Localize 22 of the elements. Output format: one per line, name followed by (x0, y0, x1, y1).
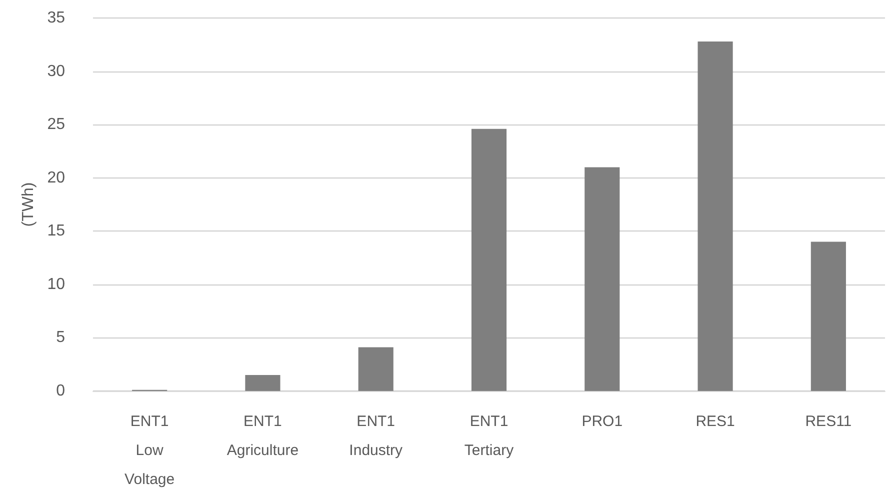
x-tick-label: ENT1 Tertiary (464, 413, 514, 459)
x-tick-label: RES11 (805, 413, 852, 430)
y-tick-label: 0 (56, 382, 66, 400)
x-tick-label: ENT1 Agriculture (226, 413, 299, 459)
y-tick-label: 15 (47, 222, 66, 240)
bar (584, 167, 620, 391)
y-tick-label: 30 (47, 62, 66, 80)
x-tick-label: ENT1 Low Voltage (124, 413, 175, 488)
bar (358, 347, 394, 391)
x-tick-label: RES1 (696, 413, 735, 430)
y-tick-label: 5 (56, 329, 66, 346)
bar (245, 375, 280, 391)
bar (810, 242, 846, 391)
y-tick-label: 20 (47, 169, 66, 186)
y-tick-label: 10 (47, 276, 66, 293)
y-tick-label: 35 (47, 10, 66, 26)
bar (471, 128, 507, 391)
x-tick-label: ENT1 Industry (349, 413, 404, 459)
y-axis-title: (TWh) (20, 182, 37, 227)
y-tick-label: 25 (47, 116, 66, 134)
bar (698, 41, 733, 391)
x-tick-label: PRO1 (582, 413, 623, 430)
